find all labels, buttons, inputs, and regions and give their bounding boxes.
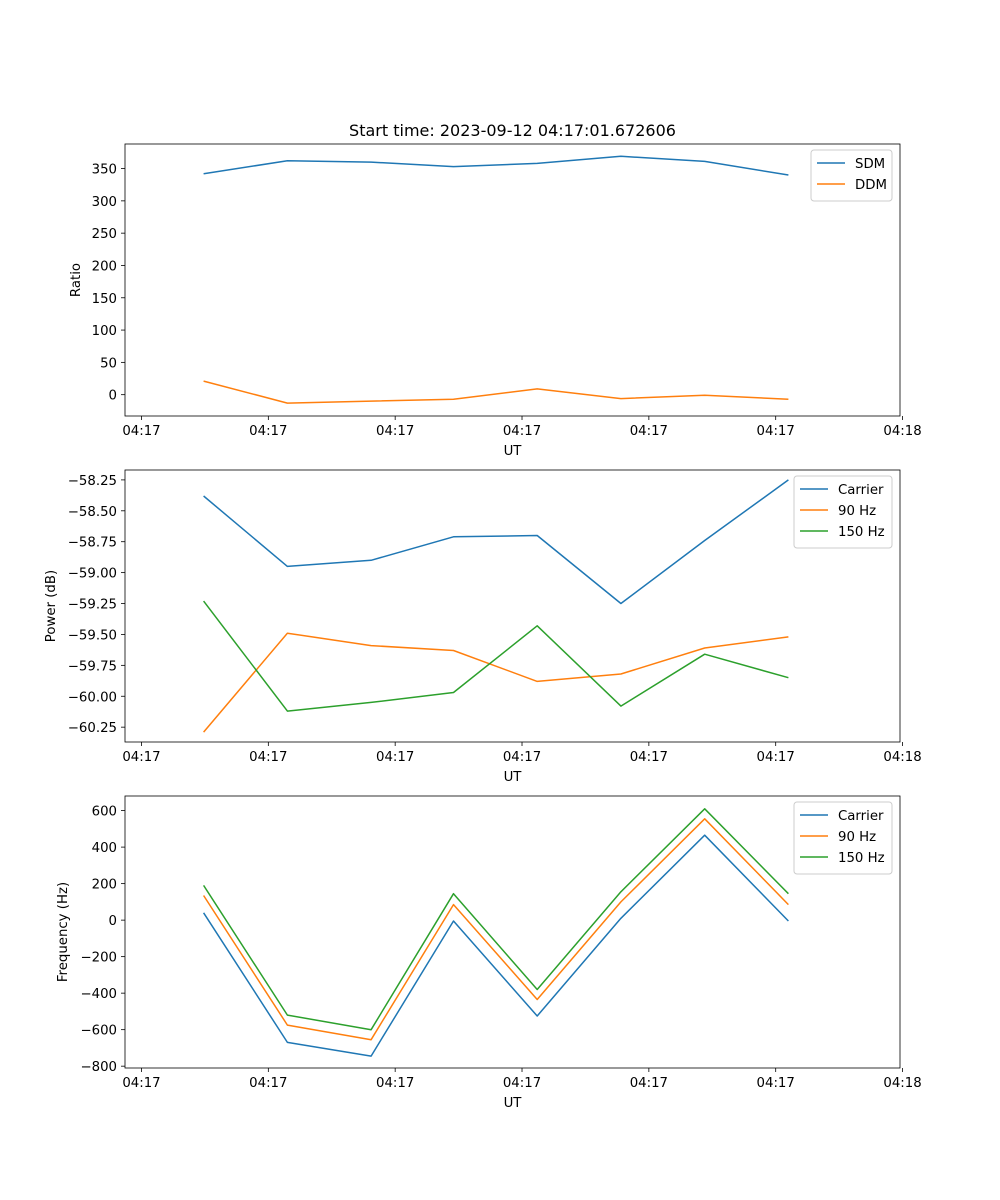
y-tick-label: −59.00 bbox=[68, 567, 117, 582]
x-tick-label: 04:17 bbox=[757, 1076, 795, 1091]
x-tick-label: 04:18 bbox=[883, 424, 921, 439]
x-tick-label: 04:18 bbox=[883, 1076, 921, 1091]
y-tick-label: 400 bbox=[92, 841, 117, 856]
series-line-carrier bbox=[202, 834, 789, 1057]
y-axis-label: Power (dB) bbox=[44, 570, 59, 642]
y-tick-label: 200 bbox=[92, 259, 117, 274]
legend-label: 150 Hz bbox=[838, 851, 885, 866]
x-tick-label: 04:17 bbox=[503, 1076, 541, 1091]
x-tick-label: 04:17 bbox=[249, 424, 287, 439]
series-line-90-hz bbox=[203, 632, 789, 733]
x-tick-label: 04:17 bbox=[757, 750, 795, 765]
series-line-carrier bbox=[203, 479, 789, 605]
x-tick-label: 04:17 bbox=[630, 1076, 668, 1091]
chart-panel-1: Start time: 2023-09-12 04:17:01.672606 04… bbox=[69, 121, 922, 459]
legend-label: 90 Hz bbox=[838, 504, 876, 519]
legend-box bbox=[793, 801, 893, 875]
y-tick-label: 300 bbox=[92, 195, 117, 210]
x-tick-label: 04:17 bbox=[376, 424, 414, 439]
series-line-150-hz bbox=[203, 600, 789, 712]
y-tick-label: 200 bbox=[92, 878, 117, 893]
y-tick-label: 150 bbox=[92, 292, 117, 307]
legend-label: DDM bbox=[855, 178, 887, 193]
series-line-150-hz bbox=[202, 808, 789, 1031]
y-tick-label: −60.25 bbox=[68, 721, 117, 736]
x-tick-label: 04:17 bbox=[249, 750, 287, 765]
y-tick-label: 250 bbox=[92, 227, 117, 242]
y-tick-label: −600 bbox=[80, 1024, 117, 1039]
series-line-ddm bbox=[203, 380, 789, 404]
legend: Carrier 90 Hz 150 Hz bbox=[793, 801, 893, 875]
x-tick-label: 04:17 bbox=[122, 1076, 160, 1091]
legend-label: SDM bbox=[855, 157, 885, 172]
x-axis-label: UT bbox=[504, 444, 523, 459]
y-axis-label: Ratio bbox=[69, 263, 84, 297]
x-tick-label: 04:17 bbox=[376, 1076, 414, 1091]
axes-frame bbox=[124, 143, 901, 417]
x-axis-label: UT bbox=[504, 1096, 523, 1111]
y-tick-label: −59.25 bbox=[68, 598, 117, 613]
y-tick-label: 350 bbox=[92, 163, 117, 178]
y-tick-label: −58.75 bbox=[68, 536, 117, 551]
legend-label: Carrier bbox=[838, 483, 884, 498]
y-tick-label: 600 bbox=[92, 805, 117, 820]
y-tick-label: −59.75 bbox=[68, 659, 117, 674]
x-tick-label: 04:17 bbox=[503, 424, 541, 439]
chart-panel-3: 04:17 04:17 04:17 04:17 04:17 04:17 04:18 −800 −… bbox=[56, 795, 922, 1111]
y-axis-label: Frequency (Hz) bbox=[56, 882, 71, 982]
legend-box bbox=[793, 475, 893, 549]
y-tick-label: −60.00 bbox=[68, 690, 117, 705]
legend: SDM DDM bbox=[810, 149, 893, 202]
y-tick-label: −58.25 bbox=[68, 474, 117, 489]
chart-panel-2: 04:17 04:17 04:17 04:17 04:17 04:17 04:18 −60.2… bbox=[44, 469, 922, 785]
y-tick-label: 50 bbox=[100, 356, 117, 371]
x-axis-label: UT bbox=[504, 770, 523, 785]
x-tick-label: 04:17 bbox=[376, 750, 414, 765]
x-tick-label: 04:17 bbox=[630, 750, 668, 765]
x-tick-label: 04:17 bbox=[122, 424, 160, 439]
x-tick-label: 04:17 bbox=[122, 750, 160, 765]
axes-frame bbox=[124, 795, 901, 1069]
series-line-sdm bbox=[203, 155, 789, 176]
legend: Carrier 90 Hz 150 Hz bbox=[793, 475, 893, 549]
y-tick-label: −800 bbox=[80, 1060, 117, 1075]
legend-label: 90 Hz bbox=[838, 830, 876, 845]
y-tick-label: −200 bbox=[80, 951, 117, 966]
x-tick-label: 04:17 bbox=[757, 424, 795, 439]
axes-frame bbox=[124, 469, 901, 743]
y-tick-label: 100 bbox=[92, 324, 117, 339]
x-tick-label: 04:17 bbox=[249, 1076, 287, 1091]
x-tick-label: 04:18 bbox=[883, 750, 921, 765]
legend-label: 150 Hz bbox=[838, 525, 885, 540]
legend-label: Carrier bbox=[838, 809, 884, 824]
x-tick-label: 04:17 bbox=[630, 424, 668, 439]
y-tick-label: 0 bbox=[109, 914, 117, 929]
y-tick-label: −58.50 bbox=[68, 505, 117, 520]
y-tick-label: 0 bbox=[109, 389, 117, 404]
x-tick-label: 04:17 bbox=[503, 750, 541, 765]
y-tick-label: −400 bbox=[80, 987, 117, 1002]
series-line-90-hz bbox=[202, 818, 789, 1041]
y-tick-label: −59.50 bbox=[68, 628, 117, 643]
chart-title: Start time: 2023-09-12 04:17:01.672606 bbox=[349, 121, 676, 140]
